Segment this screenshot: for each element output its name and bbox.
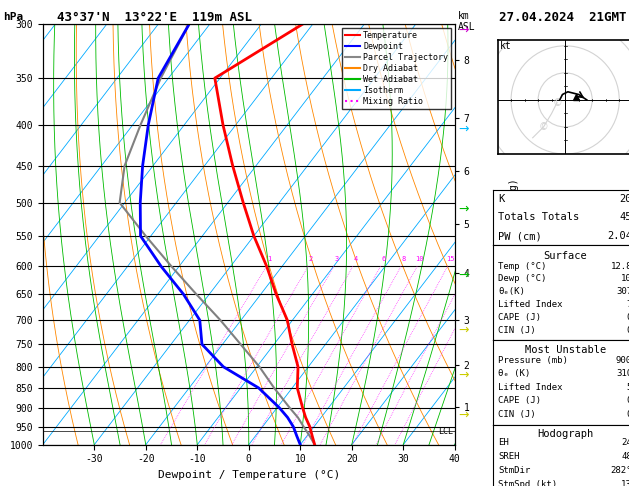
Text: 8: 8 [401,256,406,261]
Text: StmSpd (kt): StmSpd (kt) [498,480,557,486]
Text: StmDir: StmDir [498,466,531,475]
Text: LCL: LCL [438,427,454,435]
Text: →: → [458,203,469,216]
Text: 3: 3 [335,256,339,261]
Text: 13: 13 [621,480,629,486]
Text: Pressure (mb): Pressure (mb) [498,356,568,364]
Text: 4: 4 [353,256,358,261]
Text: →: → [458,409,469,422]
Text: CAPE (J): CAPE (J) [498,313,542,322]
Text: ©: © [552,98,562,107]
Text: 307: 307 [616,287,629,296]
Text: θₑ (K): θₑ (K) [498,369,531,378]
Text: →: → [458,268,469,281]
X-axis label: Dewpoint / Temperature (°C): Dewpoint / Temperature (°C) [158,470,340,480]
Text: →: → [458,324,469,336]
Text: Hodograph: Hodograph [537,430,593,439]
Text: 310: 310 [616,369,629,378]
Text: 0: 0 [626,410,629,419]
Text: PW (cm): PW (cm) [498,231,542,241]
Text: 7: 7 [626,300,629,310]
Text: Lifted Index: Lifted Index [498,383,563,392]
Text: 12.8: 12.8 [611,261,629,271]
Text: CAPE (J): CAPE (J) [498,397,542,405]
Text: →: → [458,122,469,136]
Text: Most Unstable: Most Unstable [525,345,606,355]
Text: 10: 10 [416,256,424,261]
Text: K: K [498,194,504,204]
Text: hPa: hPa [3,12,23,22]
Text: θₑ(K): θₑ(K) [498,287,525,296]
Text: 48: 48 [621,452,629,461]
Text: Lifted Index: Lifted Index [498,300,563,310]
Text: 0: 0 [626,313,629,322]
Text: 6: 6 [381,256,386,261]
Text: 0: 0 [626,397,629,405]
Text: 0: 0 [626,326,629,335]
Text: 5: 5 [626,383,629,392]
Text: 27.04.2024  21GMT  (Base: 06): 27.04.2024 21GMT (Base: 06) [499,11,629,24]
Text: Totals Totals: Totals Totals [498,212,579,223]
Text: 45: 45 [620,212,629,223]
Text: 15: 15 [446,256,454,261]
Y-axis label: Mixing Ratio (g/kg): Mixing Ratio (g/kg) [509,179,518,290]
Text: 24: 24 [621,438,629,447]
Text: CIN (J): CIN (J) [498,410,536,419]
Text: EH: EH [498,438,509,447]
Text: 2: 2 [309,256,313,261]
Text: →: → [458,24,469,36]
Text: →: → [458,369,469,382]
Text: ©: © [538,122,548,132]
Text: 20: 20 [620,194,629,204]
Text: 2.04: 2.04 [607,231,629,241]
Text: 282°: 282° [611,466,629,475]
Text: 10: 10 [621,275,629,283]
Text: Surface: Surface [543,251,587,261]
Text: 900: 900 [616,356,629,364]
Text: Dewp (°C): Dewp (°C) [498,275,547,283]
Text: 1: 1 [267,256,271,261]
Text: km
ASL: km ASL [458,11,476,32]
Text: Temp (°C): Temp (°C) [498,261,547,271]
Text: 43°37'N  13°22'E  119m ASL: 43°37'N 13°22'E 119m ASL [57,11,252,24]
Text: kt: kt [500,40,512,51]
Text: SREH: SREH [498,452,520,461]
Legend: Temperature, Dewpoint, Parcel Trajectory, Dry Adiabat, Wet Adiabat, Isotherm, Mi: Temperature, Dewpoint, Parcel Trajectory… [342,29,450,109]
Text: CIN (J): CIN (J) [498,326,536,335]
